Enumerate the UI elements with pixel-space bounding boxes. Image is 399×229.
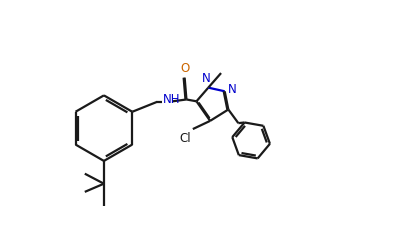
Text: NH: NH	[163, 93, 180, 106]
Text: N: N	[202, 72, 211, 85]
Text: Cl: Cl	[180, 132, 191, 145]
Text: N: N	[227, 83, 236, 96]
Text: O: O	[180, 62, 190, 75]
